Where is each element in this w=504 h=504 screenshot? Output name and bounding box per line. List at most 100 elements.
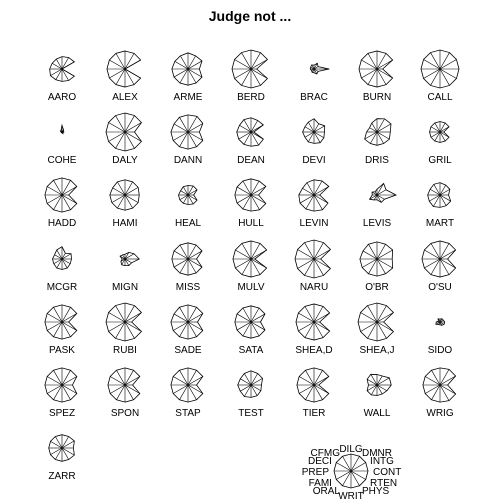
star-spoke xyxy=(439,384,450,401)
star-spoke xyxy=(187,376,203,386)
star-spoke xyxy=(367,305,378,323)
star-spoke xyxy=(367,321,378,339)
star-spoke xyxy=(250,68,261,86)
star-spoke xyxy=(297,249,315,260)
star-spoke xyxy=(311,68,315,73)
key-spoke xyxy=(342,456,352,472)
star-spoke xyxy=(187,131,203,141)
star-arme: ARME xyxy=(171,52,203,103)
judge-label: SPEZ xyxy=(49,408,75,419)
star-spoke xyxy=(55,68,63,80)
star-spoke xyxy=(439,59,457,70)
judge-label: MIGN xyxy=(112,282,138,293)
star-spoke xyxy=(299,376,315,386)
star-spoke xyxy=(439,194,451,202)
star-spoke xyxy=(47,186,63,196)
star-spoke xyxy=(173,384,189,394)
star-sata: SATA xyxy=(234,305,266,356)
star-spoke xyxy=(304,258,315,276)
star-daly: DALY xyxy=(105,112,142,166)
star-spoke xyxy=(173,68,189,78)
star-spoke xyxy=(431,384,441,400)
star-spoke xyxy=(308,131,315,143)
star-spoke xyxy=(124,115,135,133)
star-spoke xyxy=(439,131,450,138)
star-spoke xyxy=(179,117,189,133)
star-spoke xyxy=(313,376,329,386)
star-spoke xyxy=(173,123,189,133)
star-spoke xyxy=(116,370,126,386)
star-spoke xyxy=(108,131,126,142)
star-spoke xyxy=(250,307,260,323)
key-spoke xyxy=(336,470,352,480)
star-spoke xyxy=(439,68,450,86)
judge-label: BERD xyxy=(237,92,265,103)
star-spoke xyxy=(53,180,63,196)
star-spoke xyxy=(434,131,441,142)
star-spoke xyxy=(108,122,126,133)
star-spoke xyxy=(180,190,189,196)
star-spoke xyxy=(61,186,77,196)
star-spoke xyxy=(313,242,324,260)
star-spoke xyxy=(373,194,378,201)
star-spoke xyxy=(431,370,441,386)
star-spoke xyxy=(124,258,132,264)
star-spoke xyxy=(244,373,252,386)
star-spoke xyxy=(371,122,378,133)
star-spoke xyxy=(376,123,392,133)
star-spoke xyxy=(439,126,450,133)
star-spoke xyxy=(187,123,203,133)
star-spoke xyxy=(61,194,77,204)
star-spoke xyxy=(376,53,387,70)
star-spoke xyxy=(362,258,378,268)
star-spoke xyxy=(242,307,252,323)
star-spoke xyxy=(370,131,378,144)
star-spoke xyxy=(179,194,189,201)
star-spoke xyxy=(124,252,130,260)
star-spoke xyxy=(47,376,63,386)
star-spoke xyxy=(179,384,189,400)
star-spoke xyxy=(360,312,378,323)
judge-label: PASK xyxy=(49,345,75,356)
key-spoke xyxy=(350,456,360,472)
judge-label: HEAL xyxy=(175,218,202,229)
star-spoke xyxy=(250,321,266,331)
star-spoke xyxy=(61,370,71,386)
key-spoke xyxy=(342,470,352,486)
star-spoke xyxy=(376,258,386,274)
star-spoke xyxy=(250,194,260,210)
star-spoke xyxy=(61,57,69,70)
star-spoke xyxy=(179,258,189,274)
star-spoke xyxy=(61,447,69,460)
star-spoke xyxy=(313,321,324,338)
star-dann: DANN xyxy=(170,114,204,166)
judge-label: DANN xyxy=(174,155,202,166)
star-spoke xyxy=(187,116,198,133)
star-spoke xyxy=(112,187,126,196)
star-spoke xyxy=(250,194,266,204)
judge-label: SPON xyxy=(111,408,139,419)
star-spoke xyxy=(430,258,441,275)
star-spoke xyxy=(311,64,315,70)
star-spoke xyxy=(429,189,441,196)
star-spoke xyxy=(236,321,252,331)
star-spoke xyxy=(429,194,441,202)
star-spoke xyxy=(439,189,451,196)
star-shea-d: SHEA,D xyxy=(295,303,333,356)
star-spoke xyxy=(61,313,77,323)
star-spoke xyxy=(430,243,441,260)
star-spoke xyxy=(313,68,319,72)
key-label-phys: PHYS xyxy=(362,486,390,497)
star-cohe: COHE xyxy=(48,123,77,166)
star-spoke xyxy=(53,307,63,323)
star-spoke xyxy=(173,376,189,386)
star-pask: PASK xyxy=(44,304,78,356)
key-label-fami: FAMI xyxy=(309,478,332,489)
star-spoke xyxy=(238,131,252,140)
judge-label: WRIG xyxy=(426,408,453,419)
star-spoke xyxy=(376,384,383,395)
star-spoke xyxy=(187,384,203,394)
star-spoke xyxy=(425,384,441,394)
judge-label: ALEX xyxy=(112,92,138,103)
star-spoke xyxy=(439,131,446,142)
